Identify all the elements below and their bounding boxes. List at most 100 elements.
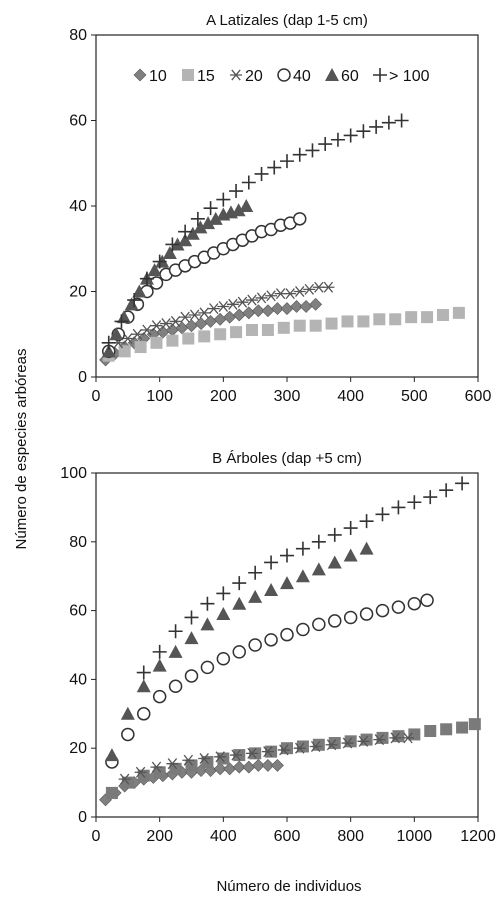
data-point [277,744,290,756]
legend-label: 15 [197,68,215,85]
panel-b: B Árboles (dap +5 cm)0 200 400 600 800 1000 12… [60,450,496,845]
data-point [251,758,265,772]
data-point [223,762,237,776]
data-point [169,762,182,775]
data-point [194,317,208,330]
data-point [117,310,132,324]
data-point [343,548,358,562]
data-point [325,739,338,751]
data-point [407,596,422,611]
data-point [284,288,297,300]
data-point [311,534,326,549]
data-point [357,315,370,328]
y-tick-label: 60 [69,113,87,130]
data-point [217,300,230,312]
legend-item: > 100 [373,68,430,85]
legend-item: 15 [182,68,215,85]
panel-a-title: A Latizales (dap 1-5 cm) [206,12,368,29]
data-point [239,199,254,212]
data-point [296,740,309,753]
legend-label: 10 [149,68,167,85]
data-point [124,297,139,311]
data-point [455,476,470,491]
data-point [436,309,449,322]
series-square [105,718,481,799]
data-point [232,645,246,659]
data-point [328,737,341,750]
data-point [230,749,243,761]
x-tick-label: 100 [146,388,173,405]
y-tick-label: 40 [69,671,87,688]
data-point [204,315,218,328]
data-point [230,326,243,339]
data-point [105,786,118,799]
x-tick-label: 300 [274,388,301,405]
series-asterisk [118,732,414,785]
data-point [309,297,323,311]
data-point [134,341,147,354]
data-point [376,731,389,744]
data-point [325,317,338,330]
data-point [120,706,135,720]
data-point [311,562,326,576]
data-point [389,313,402,326]
data-point [440,723,453,736]
data-point [168,679,183,694]
data-point [223,310,237,324]
x-tick-label: 200 [210,388,237,405]
data-point [421,311,434,324]
series-square [102,306,465,362]
data-point [261,323,274,336]
data-point [160,318,173,330]
x-tick-label: 800 [337,828,364,845]
data-point [359,607,374,621]
legend-label: 40 [293,68,311,85]
x-tick-label: 500 [401,388,428,405]
data-point [121,727,135,742]
data-point [281,742,293,755]
data-point [405,311,418,324]
data-point [391,500,406,515]
data-point [264,555,279,570]
data-point [292,147,307,162]
data-point [168,644,183,658]
data-point [208,211,223,225]
data-point [200,660,215,675]
series-plus [101,113,409,350]
data-point [198,307,211,319]
data-point [232,760,246,774]
data-point [271,302,284,316]
data-point [184,610,199,625]
data-point [150,320,163,332]
data-point [185,759,198,772]
legend-marker-asterisk [230,69,242,81]
data-point [232,596,247,610]
data-point [305,143,320,158]
data-point [169,315,182,327]
data-point [193,220,208,234]
data-point [423,490,438,505]
data-point [327,555,342,569]
data-point [179,311,192,323]
data-point [424,725,437,737]
y-tick-label: 80 [69,27,87,44]
data-point [309,319,322,332]
data-point [290,300,303,313]
legend-label: 60 [341,68,359,85]
legend-marker-circle [277,68,291,82]
data-point [245,747,258,759]
data-point [166,758,179,770]
data-point [232,308,246,322]
data-point [132,284,147,298]
data-point [420,593,434,608]
data-point [271,758,284,772]
data-point [182,332,195,345]
data-point [292,212,307,226]
series-plus [136,476,470,680]
y-axis-title: Número de especies arbóreas [13,349,30,550]
data-point [280,548,294,563]
data-point [309,740,322,752]
data-point [214,328,227,341]
data-point [277,321,290,334]
data-point [322,281,335,293]
